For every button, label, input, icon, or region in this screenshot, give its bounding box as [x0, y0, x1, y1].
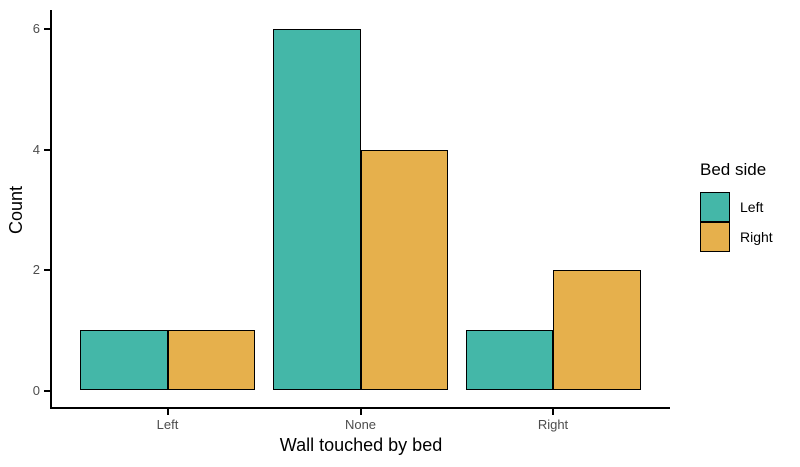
x-tick-mark — [166, 409, 169, 415]
x-axis-title: Wall touched by bed — [279, 435, 443, 455]
bar-left-right — [465, 330, 553, 391]
x-tick-label-right: Right — [537, 417, 569, 432]
y-tick-label: 4 — [32, 141, 40, 157]
y-axis-title: Count — [6, 185, 26, 235]
y-tick-mark — [44, 28, 50, 31]
x-tick-mark — [552, 409, 554, 415]
legend-title: Bed side — [700, 160, 767, 179]
legend-label-right: Right — [740, 229, 773, 245]
y-tick-label: 0 — [32, 382, 40, 398]
bar-left-left — [80, 330, 168, 391]
y-axis-line — [50, 10, 52, 409]
y-tick-label: 6 — [32, 21, 40, 37]
bar-right-right — [553, 270, 641, 391]
bar-right-none — [360, 149, 448, 391]
bar-right-left — [167, 330, 255, 391]
x-tick-label-left: Left — [156, 417, 179, 432]
x-axis-line — [50, 407, 670, 409]
legend-label-left: Left — [740, 199, 764, 215]
legend-key-right — [700, 222, 730, 252]
x-tick-label-none: None — [344, 417, 377, 432]
y-tick-mark — [44, 148, 50, 151]
y-tick-label: 2 — [32, 262, 40, 278]
y-tick-mark — [44, 389, 50, 392]
y-tick-mark — [44, 269, 50, 272]
legend-key-left — [700, 192, 730, 222]
x-tick-mark — [359, 409, 362, 415]
bar-left-none — [273, 29, 361, 391]
